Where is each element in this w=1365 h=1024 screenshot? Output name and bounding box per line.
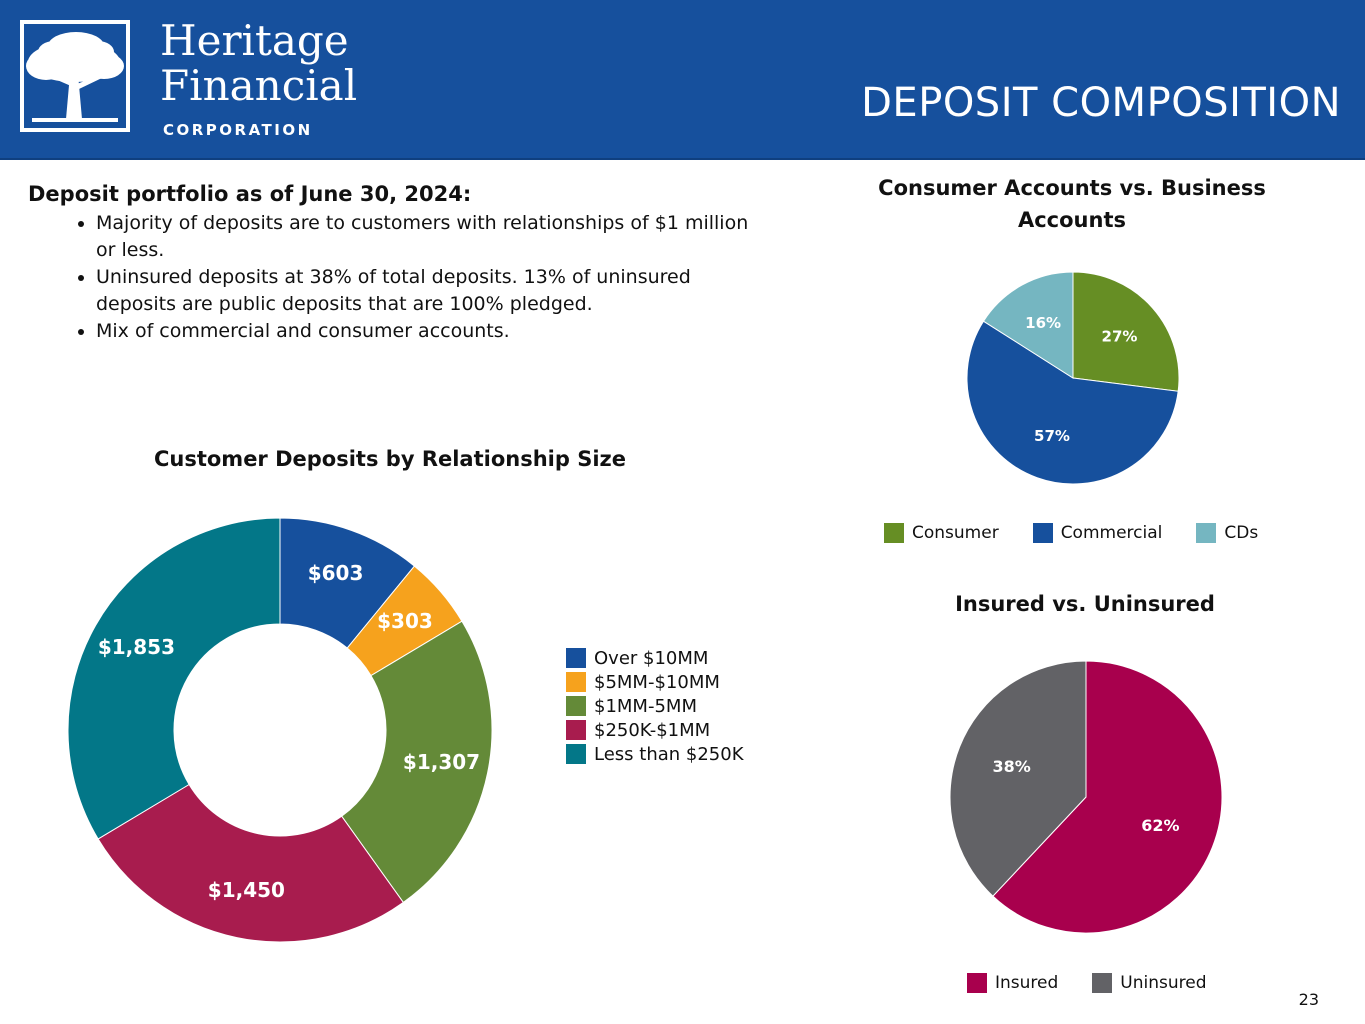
insured-legend: Insured Uninsured — [967, 973, 1207, 993]
legend-label: CDs — [1224, 523, 1259, 543]
donut-legend: Over $10MM $5MM-$10MM $1MM-5MM $250K-$1M… — [566, 646, 744, 766]
data-label: $603 — [308, 561, 364, 585]
legend-swatch — [1092, 973, 1113, 993]
legend-item: Consumer — [884, 523, 999, 543]
consumer-business-chart-title: Consumer Accounts vs. Business Accounts — [878, 176, 1266, 232]
legend-label: $250K-$1MM — [594, 719, 711, 741]
pie-slice — [992, 660, 1223, 934]
data-label: $1,853 — [98, 635, 175, 659]
legend-swatch — [566, 648, 586, 668]
legend-item: Commercial — [1032, 523, 1163, 543]
pie-slice — [97, 783, 405, 943]
pie-slice — [949, 660, 1087, 897]
legend-label: Less than $250K — [594, 743, 744, 765]
legend-item: $250K-$1MM — [566, 718, 744, 742]
legend-swatch — [566, 744, 586, 764]
pie-slice — [966, 320, 1179, 485]
legend-label: $5MM-$10MM — [594, 671, 720, 693]
legend-swatch — [1196, 523, 1217, 543]
slide-title: DEPOSIT COMPOSITION — [861, 80, 1341, 126]
brand-line-2: Financial — [160, 61, 358, 110]
page-number: 23 — [1298, 990, 1319, 1009]
bullet-item: Uninsured deposits at 38% of total depos… — [96, 264, 758, 318]
consumer-business-pie-chart: 27% 57% 16% — [966, 271, 1180, 485]
brand-subtitle: CORPORATION — [163, 121, 313, 139]
legend-label: Commercial — [1060, 523, 1163, 543]
legend-label: $1MM-5MM — [594, 695, 697, 717]
data-label: 16% — [1025, 314, 1061, 332]
legend-label: Insured — [995, 973, 1059, 993]
brand-name: Heritage Financial — [160, 18, 357, 108]
slide-header: Heritage Financial CORPORATION DEPOSIT C… — [0, 0, 1365, 160]
legend-swatch — [566, 672, 586, 692]
legend-label: Consumer — [912, 523, 999, 543]
legend-item: Over $10MM — [566, 646, 744, 670]
bullet-item: Majority of deposits are to customers wi… — [96, 210, 758, 264]
data-label: $303 — [377, 609, 433, 633]
tree-logo-icon — [20, 20, 130, 132]
pie-slice — [340, 620, 493, 904]
legend-swatch — [566, 696, 586, 716]
legend-label: Uninsured — [1120, 973, 1207, 993]
bullet-item: Mix of commercial and consumer accounts. — [96, 318, 758, 345]
data-label: $1,307 — [403, 750, 480, 774]
legend-item: Insured — [967, 973, 1058, 993]
legend-swatch — [566, 720, 586, 740]
legend-item: CDs — [1196, 523, 1258, 543]
donut-chart-title: Customer Deposits by Relationship Size — [153, 447, 626, 471]
intro-bullet-list: Majority of deposits are to customers wi… — [28, 210, 758, 345]
legend-swatch — [967, 973, 987, 993]
legend-item: Less than $250K — [566, 742, 744, 766]
legend-item: $5MM-$10MM — [566, 670, 744, 694]
data-label: 38% — [992, 757, 1030, 776]
pie-slice — [67, 517, 281, 840]
legend-item: Uninsured — [1092, 973, 1207, 993]
brand-line-1: Heritage — [160, 16, 349, 65]
legend-label: Over $10MM — [594, 647, 709, 669]
insured-pie-chart: 62% 38% — [949, 660, 1223, 934]
data-label: 57% — [1034, 427, 1070, 445]
insured-chart-title: Insured vs. Uninsured — [955, 592, 1215, 616]
intro-heading: Deposit portfolio as of June 30, 2024: — [28, 182, 472, 206]
data-label: 27% — [1102, 327, 1138, 345]
legend-swatch — [884, 523, 904, 543]
pie-slice — [1072, 271, 1180, 392]
legend-swatch — [1032, 523, 1053, 543]
pie-slice — [982, 271, 1074, 379]
intro-section: Deposit portfolio as of June 30, 2024: M… — [28, 182, 758, 345]
legend-item: $1MM-5MM — [566, 694, 744, 718]
data-label: $1,450 — [208, 878, 285, 902]
donut-chart: $603 $303 $1,307 $1,450 $1,853 — [67, 517, 493, 943]
data-label: 62% — [1141, 816, 1179, 835]
consumer-business-legend: Consumer Commercial CDs — [884, 523, 1258, 543]
